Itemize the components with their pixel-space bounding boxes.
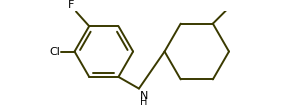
Text: F: F [67,0,74,10]
Text: Cl: Cl [49,47,60,56]
Text: N: N [140,91,148,101]
Text: H: H [140,97,147,107]
